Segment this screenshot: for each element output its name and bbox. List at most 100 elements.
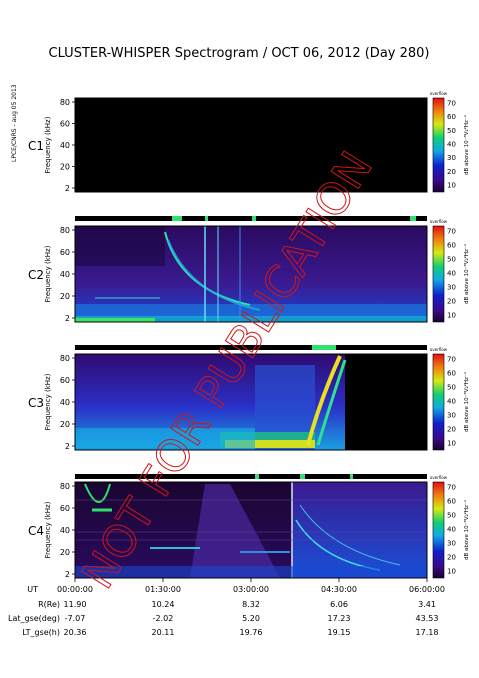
colorbar-label: dB above 10⁻⁸V₂²Hz⁻¹ <box>463 244 470 304</box>
ephemeris-value: 3.41 <box>418 600 436 609</box>
ephemeris-row-label: UT <box>27 585 38 594</box>
panel-c2 <box>74 216 428 323</box>
colorbar-tick-label: 20 <box>447 298 456 306</box>
c1-spectrogram <box>75 98 427 192</box>
ephemeris-value: 5.20 <box>242 614 260 623</box>
ephemeris-value: 11.90 <box>64 600 87 609</box>
colorbar-tick-label: 50 <box>447 256 456 264</box>
y-tick-label: 80 <box>60 482 70 491</box>
colorbar-tick-label: 30 <box>447 284 456 292</box>
panel-c4 <box>74 474 428 579</box>
ephemeris-row-label: R(Re) <box>38 600 60 609</box>
colorbar-tick-label: 40 <box>447 526 456 534</box>
panel-label-c2: C2 <box>28 268 44 282</box>
y-tick-label: 20 <box>60 548 70 557</box>
side-label: LPCE/CNRS - aug 05 2013 <box>11 84 18 162</box>
y-axis-label: Frequency (kHz) <box>44 245 52 302</box>
figure-title: CLUSTER-WHISPER Spectrogram / OCT 06, 20… <box>49 46 430 61</box>
axes-c3: C3 Frequency (kHz) 80 60 40 20 2 overflow 70 60 50… <box>28 347 470 451</box>
colorbar-c4 <box>432 481 445 579</box>
ephemeris-value: 8.32 <box>242 600 260 609</box>
colorbar-tick-label: 50 <box>447 384 456 392</box>
y-tick-label: 60 <box>60 248 70 257</box>
y-tick-label: 60 <box>60 376 70 385</box>
colorbar-overflow-label: overflow <box>430 347 448 352</box>
c3-status-bar <box>75 345 427 350</box>
colorbar-tick-label: 10 <box>447 568 456 576</box>
y-tick-label: 40 <box>60 526 70 535</box>
colorbar-tick-label: 30 <box>447 154 456 162</box>
ephemeris-value: 17.23 <box>328 614 351 623</box>
ephemeris-value: 6.06 <box>330 600 348 609</box>
colorbar-tick-label: 40 <box>447 141 456 149</box>
colorbar-tick-label: 70 <box>447 228 456 236</box>
y-tick-label: 20 <box>60 163 70 172</box>
y-tick-label: 2 <box>65 314 70 323</box>
y-tick-label: 2 <box>65 570 70 579</box>
colorbar-tick-label: 50 <box>447 127 456 135</box>
ephemeris-value: 00:00:00 <box>57 585 93 594</box>
ephemeris-value: 20.36 <box>64 628 87 637</box>
ephemeris-value: -7.07 <box>65 614 86 623</box>
colorbar-c1 <box>432 97 445 193</box>
colorbar-tick-label: 40 <box>447 398 456 406</box>
colorbar-c3 <box>432 353 445 451</box>
axes-c4: C4 Frequency (kHz) 80 60 40 20 2 overflow 70 60 50… <box>28 475 470 579</box>
c4-status-bar <box>75 474 427 479</box>
y-tick-label: 80 <box>60 226 70 235</box>
ephemeris-value: 19.15 <box>328 628 351 637</box>
ephemeris-value: 04:30:00 <box>321 585 357 594</box>
ephemeris-value: -2.02 <box>153 614 174 623</box>
ephemeris-value: 01:30:00 <box>145 585 181 594</box>
ephemeris-value: 10.24 <box>152 600 175 609</box>
ephemeris-value: 43.53 <box>416 614 439 623</box>
colorbar-overflow-label: overflow <box>430 219 448 224</box>
ephemeris-value: 17.18 <box>416 628 439 637</box>
ephemeris-value: 06:00:00 <box>409 585 445 594</box>
colorbar-tick-label: 70 <box>447 356 456 364</box>
colorbar-tick-label: 70 <box>447 100 456 108</box>
panel-c3 <box>74 345 428 451</box>
y-axis-label: Frequency (kHz) <box>44 116 52 173</box>
ephemeris-table: UTR(Re) Lat_gse(deg) LT_gse(h) 00:00:00 11.9… <box>8 578 445 637</box>
y-tick-label: 60 <box>60 504 70 513</box>
colorbar-tick-label: 10 <box>447 312 456 320</box>
colorbar-tick-label: 50 <box>447 512 456 520</box>
colorbar-tick-label: 20 <box>447 426 456 434</box>
colorbar-tick-label: 40 <box>447 270 456 278</box>
colorbar-label: dB above 10⁻⁸V₂²Hz⁻¹ <box>463 500 470 560</box>
colorbar-tick-label: 60 <box>447 498 456 506</box>
panel-label-c4: C4 <box>28 524 44 538</box>
ephemeris-value: 20.11 <box>152 628 175 637</box>
y-axis-label: Frequency (kHz) <box>44 373 52 430</box>
colorbar-overflow-label: overflow <box>430 475 448 480</box>
ephemeris-row-label: Lat_gse(deg) <box>8 614 60 623</box>
colorbar-label: dB above 10⁻⁸V₂²Hz⁻¹ <box>463 372 470 432</box>
axes-c2: C2 Frequency (kHz) 80 60 40 20 2 overflow 70 60 50… <box>28 219 470 323</box>
colorbar-tick-label: 60 <box>447 113 456 121</box>
colorbar-tick-label: 30 <box>447 412 456 420</box>
colorbar-overflow-label: overflow <box>430 91 448 96</box>
colorbar-c2 <box>432 225 445 323</box>
colorbar-tick-label: 60 <box>447 242 456 250</box>
y-tick-label: 40 <box>60 141 70 150</box>
colorbar-tick-label: 10 <box>447 440 456 448</box>
y-tick-label: 40 <box>60 270 70 279</box>
panel-label-c1: C1 <box>28 139 44 153</box>
y-tick-label: 40 <box>60 398 70 407</box>
colorbar-tick-label: 20 <box>447 168 456 176</box>
y-tick-label: 20 <box>60 292 70 301</box>
y-tick-label: 60 <box>60 120 70 129</box>
ephemeris-value: 03:00:00 <box>233 585 269 594</box>
y-tick-label: 20 <box>60 420 70 429</box>
colorbar-tick-label: 20 <box>447 554 456 562</box>
ephemeris-value: 19.76 <box>240 628 263 637</box>
panel-c1 <box>74 97 428 193</box>
y-tick-label: 2 <box>65 442 70 451</box>
y-tick-label: 80 <box>60 98 70 107</box>
y-axis-label: Frequency (kHz) <box>44 501 52 558</box>
c2-status-bar <box>75 216 427 221</box>
ephemeris-row-label: LT_gse(h) <box>22 628 60 637</box>
y-tick-label: 2 <box>65 184 70 193</box>
